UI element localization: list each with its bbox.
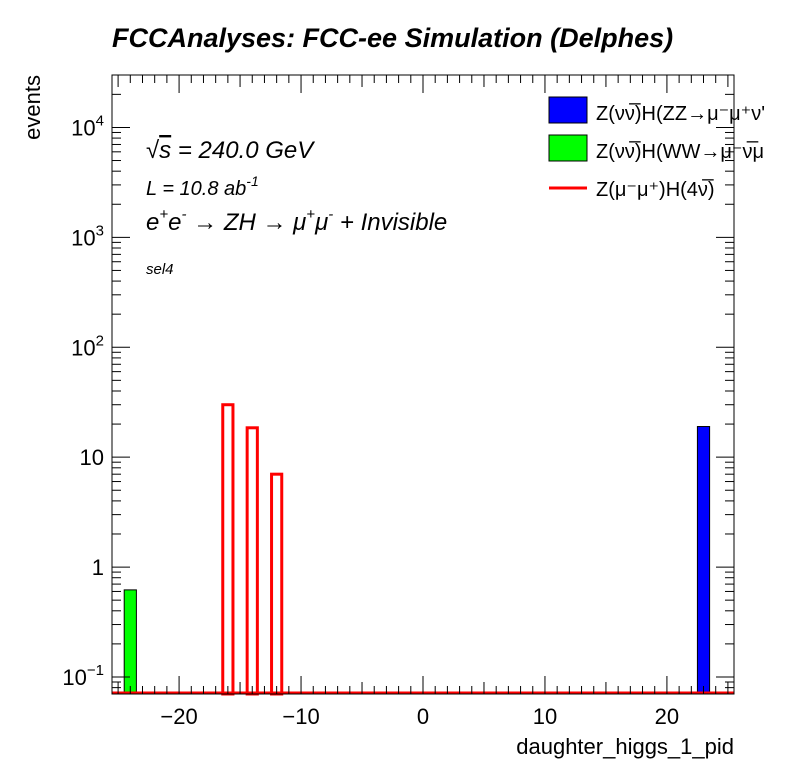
y-tick-label-3: 102: [71, 332, 104, 360]
lumi-text: L = 10.8 ab: [146, 178, 246, 200]
legend-label-2: Z(μ⁻μ⁺)H(4ν̅): [596, 178, 715, 201]
process-annotation: e+e- → ZH → μ+μ- + Invisible: [146, 206, 447, 236]
axes: −20 −10 0 10 20 10−1 1 10 102 103 104: [62, 74, 734, 729]
plot-marks: [112, 403, 734, 696]
plot-frame: [111, 74, 735, 695]
bar-0-0: [696, 426, 711, 695]
x-axis-label: daughter_higgs_1_pid: [516, 734, 734, 759]
bar-2-0: [221, 403, 235, 696]
bar-1-0: [123, 589, 137, 695]
legend-label-1: Z(νν̅)H(WW→μ⁻ν̅μ: [596, 140, 764, 163]
y-tick-label-4: 103: [71, 222, 104, 250]
y-tick-label-0: 10−1: [62, 662, 104, 690]
chart-title: FCCAnalyses: FCC-ee Simulation (Delphes): [112, 23, 673, 53]
selection-label: sel4: [146, 261, 174, 278]
y-tick-label-2: 10: [80, 445, 104, 470]
legend: Z(νν̅)H(ZZ→μ⁻μ⁺ν' Z(νν̅)H(WW→μ⁻ν̅μ Z(μ⁻μ⁺)…: [548, 96, 765, 201]
svg-text:√s = 240.0 GeV: √s = 240.0 GeV: [146, 137, 315, 164]
legend-swatch-1: [548, 134, 588, 162]
luminosity-annotation: L = 10.8 ab-1: [146, 173, 259, 200]
y-axis-label: events: [20, 75, 45, 140]
legend-label-0: Z(νν̅)H(ZZ→μ⁻μ⁺ν': [596, 102, 765, 125]
energy-annotation: √s = 240.0 GeV: [146, 137, 315, 164]
sqrt-s: s: [159, 137, 171, 164]
x-tick-label-0: −20: [160, 704, 197, 729]
energy-value: = 240.0 GeV: [171, 137, 315, 164]
lumi-exponent: -1: [246, 173, 258, 189]
x-tick-label-4: 20: [655, 704, 679, 729]
y-tick-label-5: 104: [71, 112, 104, 140]
sqrt-symbol: √: [146, 137, 160, 164]
y-tick-label-1: 1: [92, 555, 104, 580]
bar-2-1: [245, 426, 259, 696]
bar-2-2: [270, 472, 284, 696]
legend-swatch-0: [548, 96, 588, 124]
x-tick-label-1: −10: [282, 704, 319, 729]
x-tick-label-3: 10: [533, 704, 557, 729]
svg-text:L = 10.8 ab-1: L = 10.8 ab-1: [146, 173, 259, 200]
x-tick-label-2: 0: [417, 704, 429, 729]
